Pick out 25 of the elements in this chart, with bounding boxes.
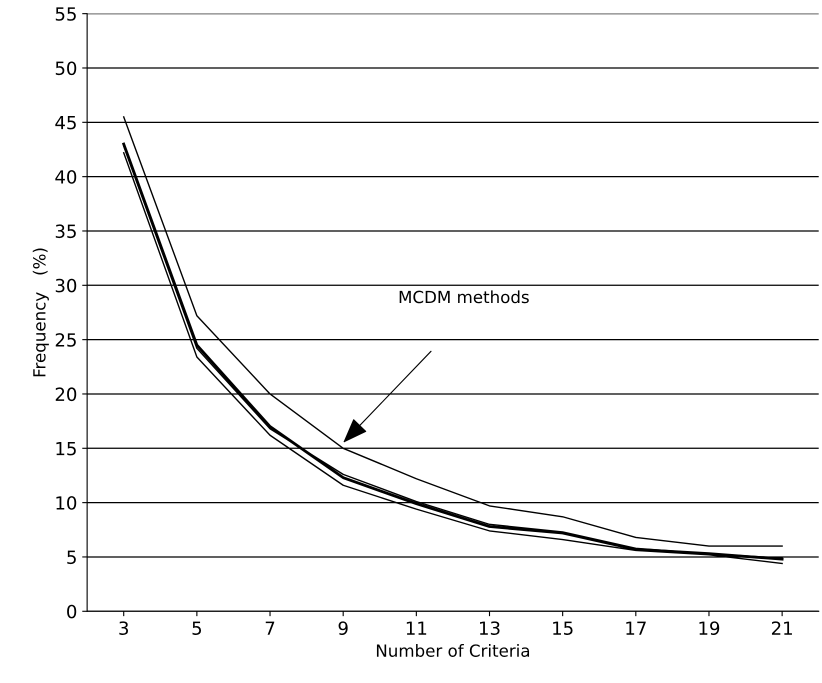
- x-tick-label: 11: [406, 622, 426, 635]
- y-tick-label: 35: [56, 224, 76, 238]
- x-tick-label: 21: [772, 621, 792, 635]
- y-tick-label: 30: [56, 278, 76, 292]
- x-tick-label: 19: [699, 621, 720, 635]
- y-tick-label: 45: [55, 116, 76, 130]
- x-tick-label: 17: [626, 622, 646, 635]
- y-tick-label: 10: [56, 496, 76, 510]
- x-axis-title: Number of Criteria: [376, 644, 530, 657]
- y-tick-label: 15: [56, 442, 76, 456]
- x-tick-label: 13: [480, 621, 500, 635]
- y-tick-label: 50: [56, 61, 76, 76]
- y-tick-label: 40: [55, 170, 76, 184]
- y-tick-label: 55: [56, 7, 76, 21]
- y-tick-label: 25: [56, 333, 76, 347]
- annotation: MCDM methods: [400, 290, 529, 304]
- x-tick-label: 5: [192, 622, 202, 635]
- y-tick-label: 0: [67, 604, 76, 618]
- y-axis-title: Frequency (%): [32, 248, 49, 376]
- y-tick-label: 5: [67, 550, 76, 564]
- y-tick-label: 20: [56, 387, 76, 402]
- x-tick-label: 3: [119, 621, 128, 635]
- x-tick-label: 7: [266, 622, 274, 635]
- x-tick-label: 9: [338, 621, 348, 635]
- x-tick-label: 15: [553, 622, 573, 635]
